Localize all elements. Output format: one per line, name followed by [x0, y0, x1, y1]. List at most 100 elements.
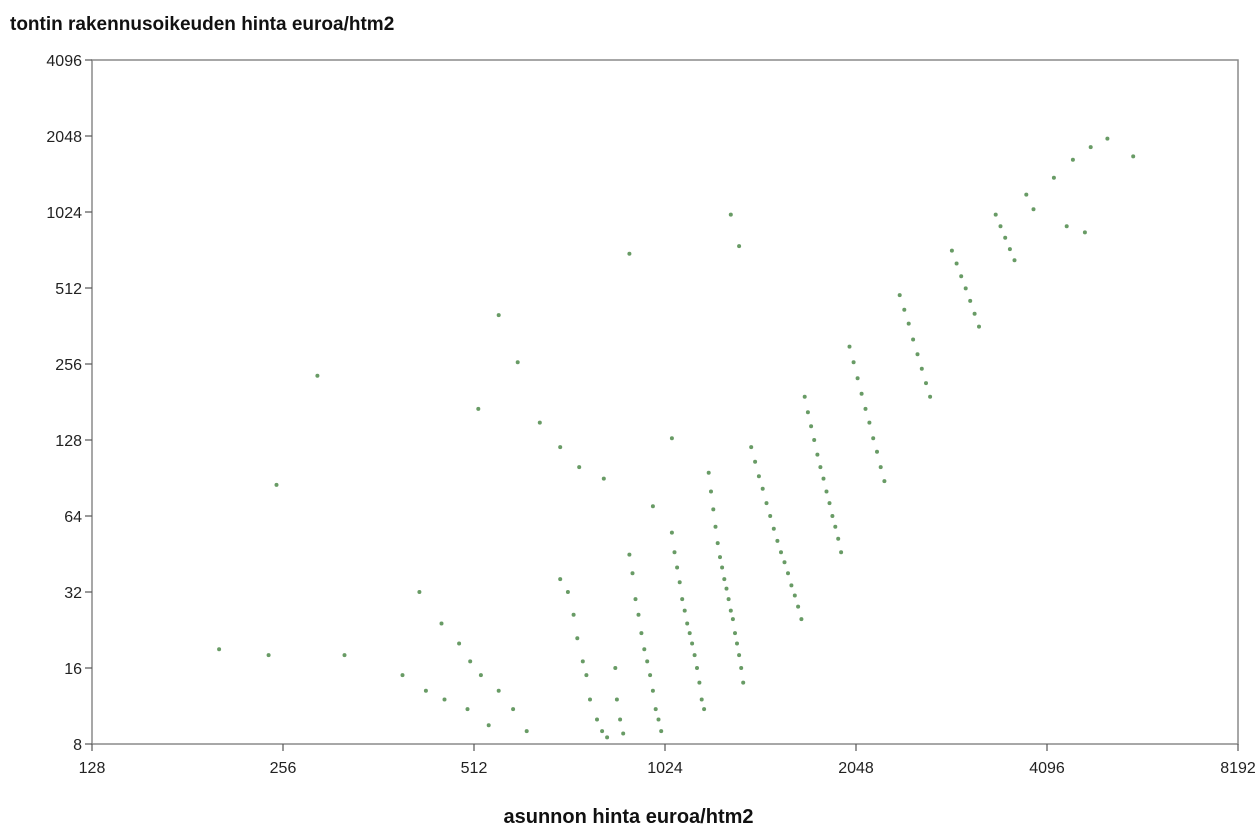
data-point: [1105, 136, 1110, 141]
data-point: [565, 590, 570, 594]
data-point: [718, 555, 722, 560]
data-point: [524, 729, 529, 734]
data-point: [633, 597, 638, 602]
data-point: [457, 641, 462, 646]
x-tick-label: 1024: [647, 760, 683, 777]
data-point: [614, 697, 619, 702]
points-layer: [217, 136, 1136, 740]
data-point: [1003, 235, 1008, 240]
data-point: [315, 373, 320, 378]
data-point: [648, 673, 653, 678]
data-point: [672, 550, 677, 555]
data-point: [478, 673, 483, 678]
x-tick-label: 4096: [1029, 760, 1065, 777]
data-point: [859, 391, 864, 396]
data-point: [805, 410, 810, 415]
data-point: [764, 501, 769, 506]
data-point: [636, 612, 641, 617]
data-point: [713, 524, 718, 529]
data-point: [442, 697, 447, 702]
data-point: [824, 489, 829, 494]
data-point: [836, 536, 841, 541]
data-point: [779, 550, 783, 555]
data-point: [711, 507, 716, 512]
data-point: [669, 530, 674, 535]
data-point: [768, 514, 773, 518]
data-point: [1031, 207, 1036, 212]
x-tick-label: 2048: [838, 760, 874, 777]
data-point: [851, 360, 856, 365]
data-point: [954, 261, 959, 266]
data-point: [897, 293, 902, 298]
data-point: [642, 647, 647, 652]
data-point: [809, 424, 814, 429]
data-point: [677, 580, 682, 585]
data-point: [537, 420, 542, 425]
data-point: [796, 604, 801, 609]
data-point: [968, 298, 973, 303]
y-tick-label: 8: [73, 737, 82, 754]
data-point: [775, 538, 780, 543]
data-point: [1051, 175, 1056, 180]
data-point: [847, 344, 852, 349]
data-point: [833, 524, 838, 529]
data-point: [476, 406, 481, 411]
data-point: [682, 608, 687, 613]
data-point: [972, 311, 977, 316]
data-point: [601, 476, 606, 481]
data-point: [515, 360, 520, 365]
data-point: [465, 707, 470, 712]
data-point: [737, 653, 742, 658]
data-point: [558, 445, 563, 450]
data-point: [1012, 258, 1017, 263]
axes-layer: 128 256 512 1024 2048 4096 8192 4096 2048 1024 512…: [46, 53, 1255, 777]
data-point: [959, 274, 964, 279]
data-point: [875, 449, 879, 454]
data-point: [726, 597, 731, 602]
data-point: [468, 659, 473, 664]
y-tick-label: 2048: [46, 129, 82, 146]
data-point: [730, 617, 735, 622]
data-point: [863, 406, 868, 411]
data-point: [818, 465, 823, 470]
data-point: [1088, 145, 1093, 150]
data-point: [949, 248, 954, 253]
data-point: [733, 631, 737, 636]
data-point: [706, 470, 711, 475]
data-point: [919, 366, 924, 371]
data-point: [739, 666, 744, 670]
x-axis-label: asunnon hinta euroa/htm2: [503, 806, 754, 828]
data-point: [915, 352, 920, 357]
data-point: [627, 251, 632, 256]
data-point: [855, 376, 860, 381]
data-point: [439, 621, 444, 626]
data-point: [771, 526, 776, 531]
data-point: [342, 653, 347, 658]
data-point: [650, 504, 655, 509]
data-point: [605, 735, 610, 740]
data-point: [656, 717, 661, 722]
data-point: [998, 224, 1003, 229]
y-tick-label: 256: [55, 357, 82, 374]
data-point: [906, 321, 911, 326]
data-point: [815, 452, 820, 457]
y-axis-label: tontin rakennusoikeuden hinta euroa/htm2: [10, 14, 395, 35]
data-point: [630, 571, 635, 576]
data-point: [839, 550, 844, 555]
data-point: [577, 465, 582, 470]
data-point: [789, 583, 794, 588]
data-point: [722, 577, 727, 582]
y-tick-label: 512: [55, 281, 82, 298]
data-point: [558, 577, 563, 582]
data-point: [692, 653, 697, 658]
data-point: [1064, 224, 1069, 229]
data-point: [669, 436, 674, 441]
y-tick-label: 128: [55, 433, 82, 450]
data-point: [618, 717, 623, 722]
data-point: [1007, 247, 1012, 252]
y-tick-label: 32: [64, 585, 82, 602]
data-point: [1082, 230, 1087, 235]
data-point: [511, 707, 516, 712]
